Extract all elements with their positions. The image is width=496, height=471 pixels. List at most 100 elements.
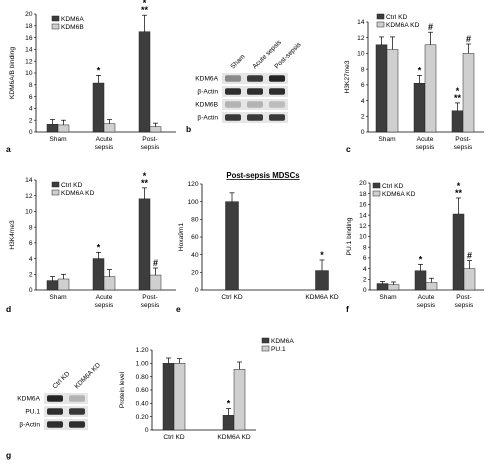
x-tick-label: Acute [96,294,113,301]
significance-mark: * [227,399,231,409]
blot-row-label: β-Actin [197,89,218,96]
chart-c: 02468101214H3K27me3Sham*#Acutesepsis***#… [344,13,484,151]
y-tick-label: 12 [357,35,365,42]
bar-c-1-0 [386,49,399,133]
y-tick-label: 0.20 [136,414,149,421]
y-tick-label: 0.40 [136,401,149,408]
y-axis-label: H3K27me3 [344,60,351,93]
significance-mark: * [143,171,147,181]
x-tick-label: KDM6A KD [305,294,339,301]
y-tick-label: 0.80 [136,374,149,381]
y-tick-label: 2 [29,271,33,278]
significance-mark: * [456,86,460,96]
y-tick-label: 12 [25,193,33,200]
x-tick-label: sepsis [95,144,114,151]
y-tick-label: 2 [361,113,365,120]
y-tick-label: 10 [357,51,365,58]
significance-mark: # [153,258,158,268]
blot-band [269,75,285,82]
y-tick-label: 16 [359,202,367,209]
x-tick-label: Post- [455,136,470,143]
y-tick-label: 0 [195,287,199,294]
legend-label: KDM6A [271,338,294,345]
bar-g-1-1 [233,369,246,431]
x-tick-label: Ctrl KD [221,294,242,301]
x-tick-label: Sham [49,294,67,301]
significance-mark: ** [455,188,463,198]
significance-mark: # [467,251,472,261]
y-tick-label: 18 [25,23,33,30]
bar-c-0-2 [451,110,464,133]
blot-band [69,421,85,428]
y-tick-label: 100 [187,199,198,206]
blot-row-label: β-Actin [19,422,40,429]
y-tick-label: 6 [29,94,33,101]
bar-f-0-0 [376,283,389,291]
bar-a-1-0 [57,124,70,133]
blot-row-label: KDM6B [195,102,218,109]
legend-label: Ctrl KD [386,14,407,21]
panel-letter-c: c [346,144,351,154]
legend-label: Ctrl KD [61,182,82,189]
bar-f-0-1 [414,270,427,291]
y-tick-label: 20 [359,180,367,187]
y-tick-label: 4 [29,106,33,113]
y-tick-label: 0 [29,129,33,136]
y-axis-label: KDM6A/B binding [9,47,16,99]
legend-swatch [51,15,60,22]
x-tick-label: Post- [142,294,157,301]
legend-label: KDM6A KD [382,191,416,198]
significance-mark: # [466,34,471,44]
bar-d-1-1 [103,276,116,291]
y-tick-label: 4 [29,256,33,263]
legend-swatch [372,190,381,197]
bar-f-1-1 [425,282,438,291]
bar-a-1-1 [103,123,116,133]
chart-d: 02468101214H3K4me3Sham*Acutesepsis***#Po… [9,171,176,309]
y-axis-label: PU.1 binding [346,217,353,255]
western-blot-g: Ctrl KD KDM6A KD KDM6A PU.1 β-Actin [17,362,102,430]
legend-swatch [51,189,60,196]
panel-letter-f: f [346,304,349,314]
panel-letter-g: g [6,450,11,460]
x-tick-label: KDM6A KD [217,434,251,441]
chart-a: 0 2 4 6 8 10 12 14 16 18 20 KDM6A/B binding Sham * Acu… [9,0,176,151]
y-tick-label: 120 [187,181,198,188]
significance-mark: * [457,181,461,191]
bar-g-1-0 [173,363,186,431]
x-tick-label: Post- [142,136,157,143]
x-tick-label: sepsis [416,144,435,151]
chart-g: 0 0.20 0.40 0.60 0.80 1.00 1.20 Protein level Ct… [119,337,294,441]
y-tick-label: 1.00 [136,361,149,368]
y-tick-label: 8 [361,66,365,73]
y-tick-label: 4 [363,266,367,273]
x-tick-label: Post- [456,294,471,301]
legend-swatch [51,23,60,30]
legend-swatch [261,345,270,352]
y-tick-label: 8 [29,224,33,231]
x-tick-label: Acute [418,294,435,301]
significance-mark: * [97,242,101,252]
significance-mark: * [143,0,147,8]
significance-mark: ** [141,5,149,15]
legend-swatch [376,13,385,20]
legend-swatch [372,182,381,189]
bar-c-1-2 [462,53,475,133]
blots-layer: Sham Acute sepsisPost-sepsisKDM6Aβ-ActinK… [17,39,303,430]
blot-band [47,408,63,415]
y-tick-label: 12 [359,223,367,230]
x-tick-label: sepsis [141,144,160,151]
blot-membrane [44,393,88,404]
panel-letter-b: b [186,124,191,134]
bar-d-0-2 [138,198,151,291]
blot-band [247,88,263,95]
y-tick-label: 6 [363,255,367,262]
blot-lane-label: KDM6A KD [73,362,102,391]
bar-c-0-1 [413,83,426,133]
y-tick-label: 10 [25,70,33,77]
x-tick-label: sepsis [455,302,474,309]
y-axis-label: Protein level [119,371,126,408]
blot-membrane [44,419,88,430]
x-tick-label: sepsis [417,302,436,309]
